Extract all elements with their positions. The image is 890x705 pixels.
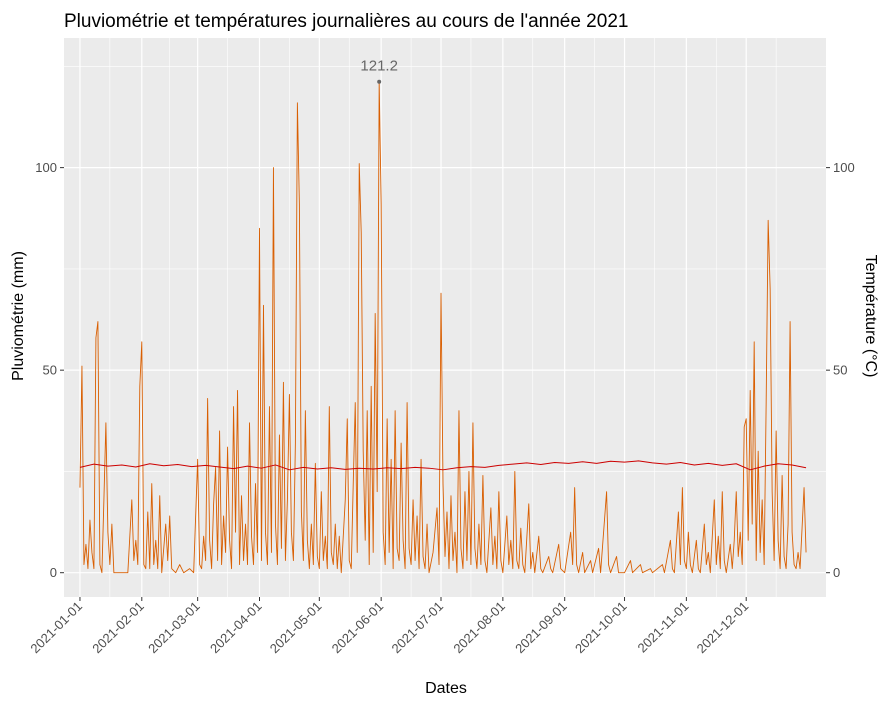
x-tick-label: 2021-02-01: [89, 599, 147, 657]
x-tick-label: 2021-08-01: [450, 599, 508, 657]
y2-axis-title: Température (°C): [862, 255, 879, 378]
x-tick-label: 2021-03-01: [145, 599, 203, 657]
x-tick-label: 2021-12-01: [694, 599, 752, 657]
peak-point: [377, 79, 382, 84]
y2-tick-label: 50: [833, 363, 847, 378]
chart-title: Pluviométrie et températures journalière…: [64, 11, 628, 32]
series-line-temperature: [79, 460, 807, 471]
y-tick-label: 100: [35, 160, 57, 175]
x-tick-label: 2021-07-01: [389, 599, 447, 657]
peak-label: 121.2: [360, 58, 398, 75]
series-layer: 121.2: [79, 58, 807, 574]
x-tick-label: 2021-09-01: [512, 599, 570, 657]
series-line-rain: [79, 81, 807, 574]
x-tick-label: 2021-11-01: [635, 599, 692, 656]
x-tick-label: 2021-01-01: [27, 599, 85, 657]
x-axis-title: Dates: [425, 680, 467, 697]
y-axis-title: Pluviométrie (mm): [10, 251, 27, 381]
x-tick-label: 2021-04-01: [207, 599, 265, 657]
y-tick-label: 0: [50, 565, 57, 580]
plot-panel: [64, 38, 826, 597]
x-tick-label: 2021-06-01: [329, 599, 387, 657]
x-tick-label: 2021-10-01: [572, 599, 630, 657]
x-tick-label: 2021-05-01: [267, 599, 325, 657]
y2-tick-label: 0: [833, 565, 840, 580]
y2-tick-label: 100: [833, 160, 855, 175]
y-tick-label: 50: [43, 363, 57, 378]
